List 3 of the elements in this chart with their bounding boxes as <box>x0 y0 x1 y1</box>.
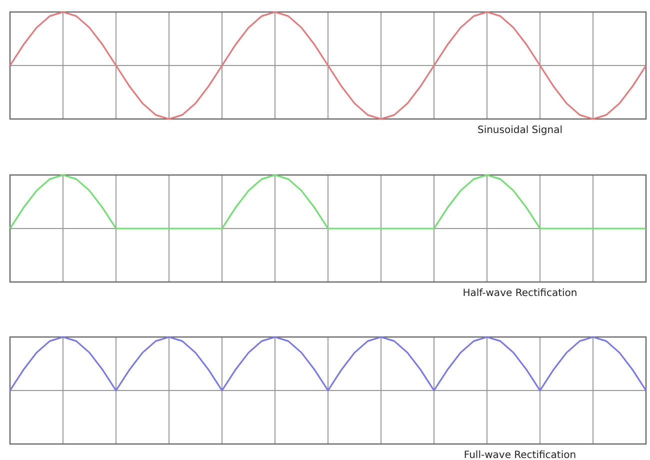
x-axis-title: Full-wave Rectification <box>464 450 576 460</box>
x-axis-title: Half-wave Rectification <box>462 288 578 299</box>
x-axis-title: Sinusoidal Signal <box>477 125 563 136</box>
